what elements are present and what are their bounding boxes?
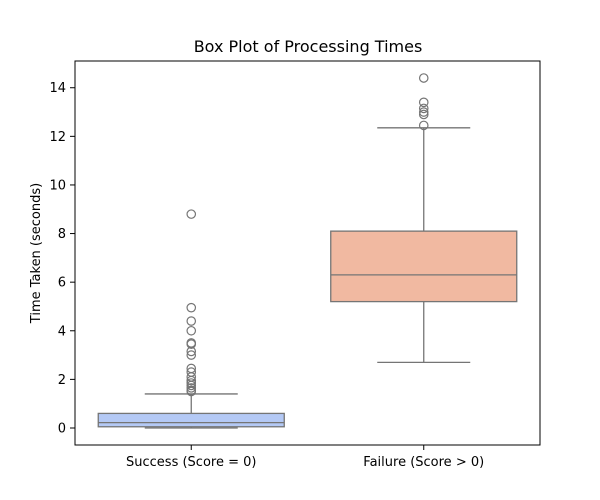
outlier-point [418,107,429,117]
outlier-point [186,209,197,219]
outlier-point [186,385,197,396]
outlier-point [418,103,429,114]
x-tick-label: Failure (Score > 0) [363,455,484,470]
y-axis-ticks: 0 2 4 6 8 10 12 14 [49,81,75,436]
outlier-point [186,378,197,388]
outlier-point [418,73,429,83]
outlier-point [186,363,197,374]
y-tick-label: 10 [49,178,66,193]
outlier-point [186,338,197,348]
box-iqr [97,412,285,428]
outlier-point [418,97,429,108]
box-group [330,73,518,364]
chart-title: Box Plot of Processing Times [194,37,423,56]
y-tick-label: 14 [49,81,66,96]
outlier-point [186,350,197,360]
outlier-point [186,302,197,313]
x-tick-label: Success (Score = 0) [126,455,256,470]
y-tick-label: 8 [58,227,66,242]
box-group [97,209,285,429]
y-tick-label: 2 [58,373,66,388]
y-tick-label: 0 [58,421,66,436]
plot-area-frame [74,60,541,446]
outlier-point [418,109,429,120]
outlier-point [186,325,197,336]
y-tick-label: 12 [49,130,66,145]
y-tick-label: 6 [58,276,66,291]
boxes-layer [97,73,518,429]
x-axis-ticks: Success (Score = 0) Failure (Score > 0) [126,445,484,470]
outlier-point [186,367,197,377]
y-axis-label: Time Taken (seconds) [29,183,44,324]
outlier-point [186,383,197,393]
box-iqr [330,230,518,303]
outlier-point [418,120,429,131]
outlier-point [186,316,197,326]
y-tick-label: 4 [58,324,66,339]
